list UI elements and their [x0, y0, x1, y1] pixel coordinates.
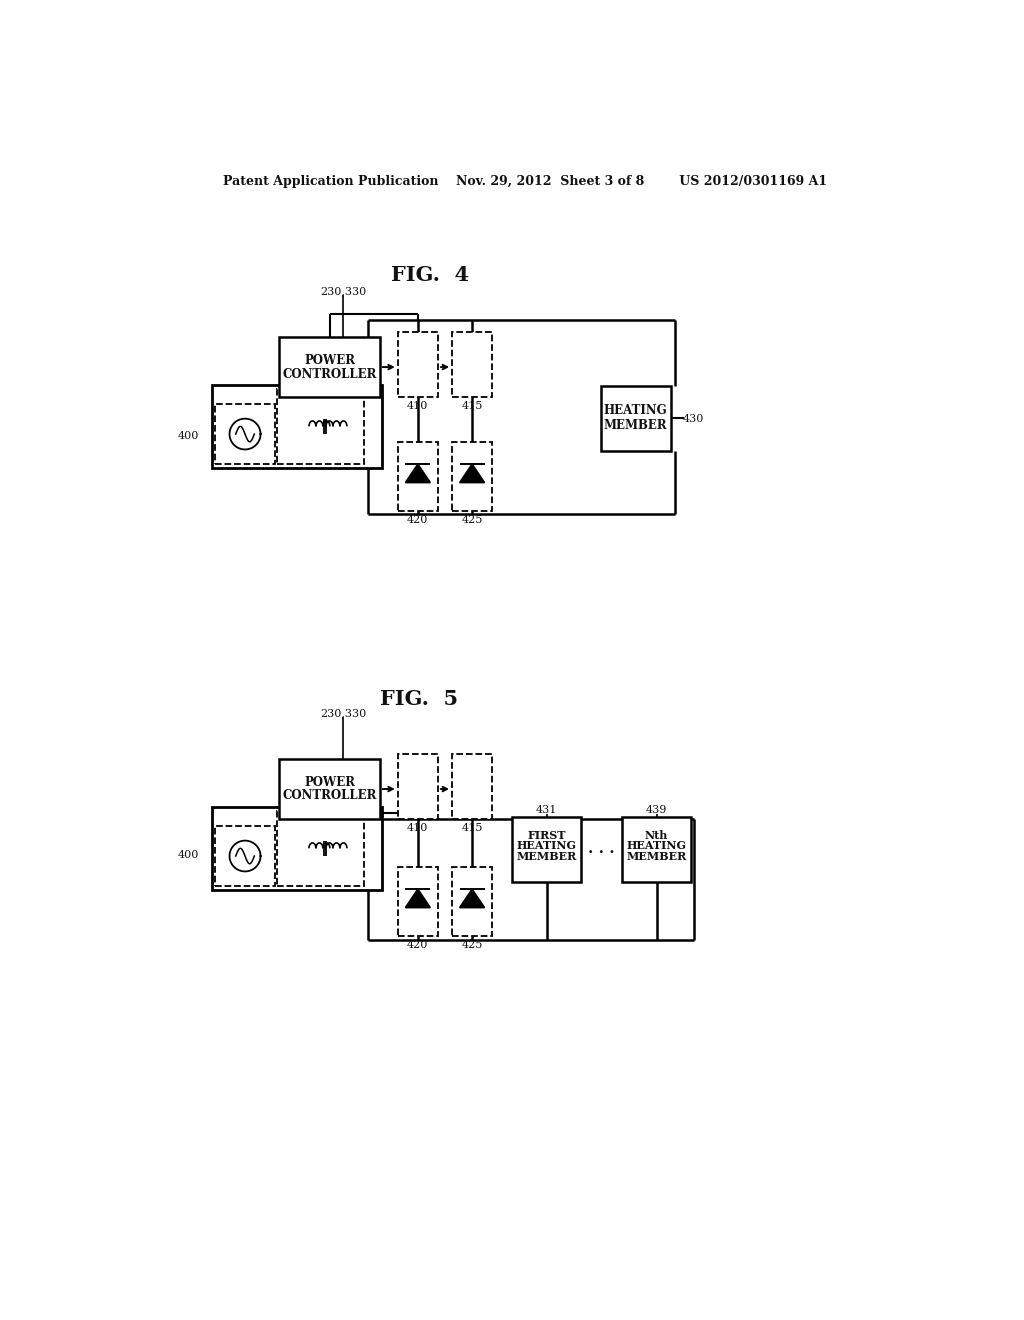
Bar	[212, 807, 382, 890]
Text: 425: 425	[462, 940, 482, 950]
Text: 420: 420	[408, 940, 428, 950]
Text: FIRST: FIRST	[527, 830, 565, 841]
Text: 415: 415	[462, 824, 482, 833]
Text: 439: 439	[646, 805, 668, 814]
Bar	[276, 388, 364, 465]
Bar	[452, 754, 493, 818]
Text: POWER: POWER	[304, 776, 355, 788]
Text: FIG.  4: FIG. 4	[391, 265, 469, 285]
Bar	[280, 337, 380, 397]
Text: MEMBER: MEMBER	[516, 851, 577, 862]
Text: 425: 425	[462, 515, 482, 525]
Polygon shape	[406, 890, 430, 908]
Text: 415: 415	[462, 401, 482, 412]
Text: Patent Application Publication    Nov. 29, 2012  Sheet 3 of 8        US 2012/030: Patent Application Publication Nov. 29, …	[223, 176, 826, 187]
Bar	[512, 817, 581, 882]
Bar	[397, 442, 438, 511]
Text: . . .: . . .	[588, 842, 614, 857]
Text: HEATING: HEATING	[604, 404, 668, 417]
Text: MEMBER: MEMBER	[604, 420, 668, 433]
Polygon shape	[406, 465, 430, 483]
Text: CONTROLLER: CONTROLLER	[283, 789, 377, 803]
Text: 400: 400	[178, 850, 200, 861]
Bar	[212, 385, 382, 469]
Bar	[397, 867, 438, 936]
Text: FIG.  5: FIG. 5	[380, 689, 459, 709]
Text: MEMBER: MEMBER	[627, 851, 687, 862]
Text: 230,330: 230,330	[321, 286, 367, 296]
Text: 431: 431	[536, 805, 557, 814]
Bar	[452, 867, 493, 936]
Text: Nth: Nth	[645, 830, 669, 841]
Text: HEATING: HEATING	[516, 840, 577, 851]
Bar	[397, 754, 438, 818]
Bar	[280, 759, 380, 818]
Polygon shape	[460, 465, 484, 483]
Text: POWER: POWER	[304, 354, 355, 367]
Text: 410: 410	[408, 401, 428, 412]
Text: HEATING: HEATING	[627, 840, 686, 851]
Text: 410: 410	[408, 824, 428, 833]
Text: 230,330: 230,330	[321, 708, 367, 718]
Bar	[215, 826, 275, 886]
Text: 420: 420	[408, 515, 428, 525]
Bar	[276, 810, 364, 886]
Bar	[601, 385, 671, 451]
Bar	[623, 817, 690, 882]
Bar	[452, 331, 493, 397]
Bar	[215, 404, 275, 465]
Bar	[452, 442, 493, 511]
Polygon shape	[460, 890, 484, 908]
Text: CONTROLLER: CONTROLLER	[283, 367, 377, 380]
Text: 400: 400	[178, 430, 200, 441]
Bar	[397, 331, 438, 397]
Text: 430: 430	[683, 413, 705, 424]
